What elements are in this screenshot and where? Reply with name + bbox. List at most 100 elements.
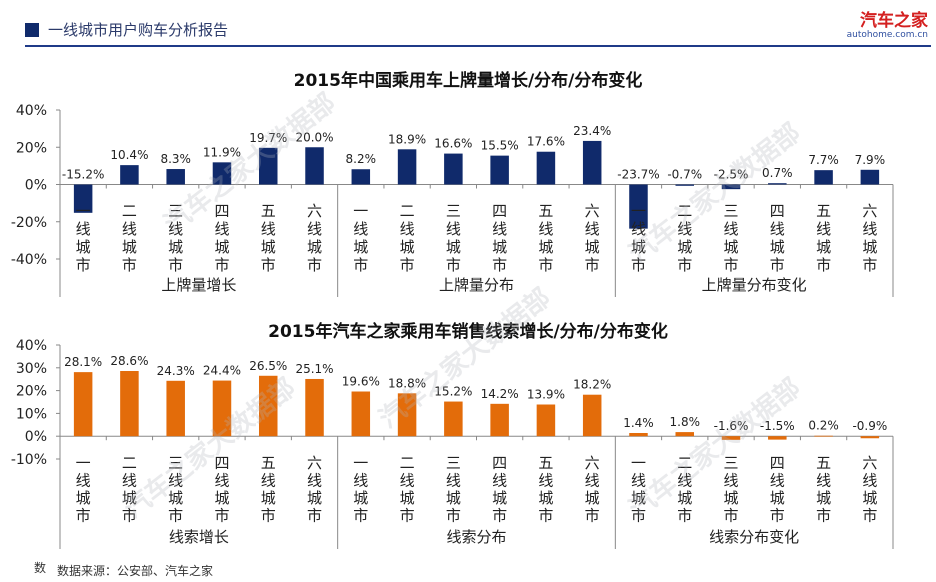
category-label: 二线城市	[677, 454, 692, 525]
bar	[768, 183, 787, 185]
report-title: 一线城市用户购车分析报告	[48, 21, 229, 39]
category-label: 三线城市	[168, 202, 183, 274]
category-label: 五线城市	[261, 202, 276, 274]
bar	[444, 153, 463, 185]
group-label: 线索分布	[446, 528, 506, 546]
bar-value-label: 14.2%	[481, 387, 519, 401]
bar	[212, 380, 232, 437]
category-label: 四线城市	[770, 454, 785, 525]
bar	[351, 391, 371, 437]
bar	[768, 436, 787, 440]
bar-value-label: 11.9%	[203, 145, 241, 159]
y-tick-label: 30%	[16, 361, 47, 377]
bar	[212, 162, 232, 185]
y-tick-label: -20%	[11, 215, 47, 231]
bar	[305, 147, 324, 185]
bar	[73, 372, 93, 437]
category-label: 二线城市	[122, 454, 137, 525]
y-tick-label: 20%	[16, 384, 47, 400]
category-label: 一线城市	[631, 202, 646, 274]
bar-value-label: 8.3%	[160, 152, 191, 166]
bar-value-label: 15.2%	[434, 385, 472, 399]
data-source: 数据来源：公安部、汽车之家	[57, 564, 214, 578]
bar	[397, 149, 417, 185]
bar	[258, 147, 278, 185]
category-label: 四线城市	[770, 202, 785, 274]
bar-value-label: -0.7%	[667, 168, 702, 182]
bar	[721, 184, 741, 190]
bar	[675, 184, 695, 186]
category-label: 五线城市	[261, 454, 276, 525]
bar-value-label: 19.7%	[249, 131, 287, 145]
y-tick-label: 0%	[25, 178, 47, 194]
bar-value-label: 7.7%	[808, 153, 839, 167]
bar-value-label: -1.5%	[760, 419, 795, 433]
bar	[536, 404, 556, 437]
bar	[629, 433, 648, 437]
y-tick-label: 0%	[25, 429, 47, 445]
y-tick-label: -40%	[11, 252, 47, 268]
category-label: 六线城市	[307, 454, 322, 525]
brand-url: autohome.com.cn	[846, 30, 928, 40]
bar-value-label: 25.1%	[295, 362, 333, 376]
header-marker	[25, 23, 39, 37]
bar-value-label: 24.4%	[203, 364, 241, 378]
bar	[860, 169, 880, 185]
bar	[258, 375, 278, 437]
category-label: 三线城市	[168, 454, 183, 525]
bar	[351, 169, 371, 185]
group-label: 上牌量分布	[439, 276, 514, 294]
y-tick-label: 20%	[16, 140, 47, 156]
bar-value-label: 23.4%	[573, 124, 611, 138]
bar-value-label: 15.5%	[481, 139, 519, 153]
category-label: 三线城市	[724, 454, 739, 525]
group-label: 上牌量增长	[161, 276, 236, 294]
chart-2-title: 2015年汽车之家乘用车销售线索增长/分布/分布变化	[268, 322, 668, 342]
category-label: 一线城市	[631, 454, 646, 525]
bar-value-label: -15.2%	[62, 168, 104, 182]
bar	[490, 155, 509, 185]
bar-value-label: 28.6%	[110, 354, 148, 368]
bar-value-label: 17.6%	[527, 135, 565, 149]
y-tick-label: 10%	[16, 406, 47, 422]
bar-value-label: 0.7%	[762, 166, 793, 180]
category-label: 三线城市	[446, 202, 461, 274]
bar-value-label: 0.2%	[808, 419, 839, 433]
bar	[536, 151, 556, 185]
category-label: 一线城市	[353, 202, 368, 274]
category-label: 四线城市	[492, 454, 507, 525]
brand-name: 汽车之家	[860, 11, 928, 31]
bar	[814, 170, 833, 185]
category-label: 五线城市	[538, 202, 553, 274]
y-tick-label: 40%	[16, 338, 47, 354]
bar-value-label: 18.9%	[388, 132, 426, 146]
bar-value-label: 1.8%	[670, 415, 701, 429]
category-label: 五线城市	[538, 454, 553, 525]
category-label: 四线城市	[214, 454, 229, 525]
category-label: 二线城市	[400, 202, 415, 274]
bar	[305, 378, 324, 437]
category-label: 二线城市	[677, 202, 692, 274]
y-tick-label: 40%	[16, 103, 47, 119]
bar-value-label: 7.9%	[855, 153, 886, 167]
bar-value-label: 20.0%	[295, 130, 333, 144]
bar	[73, 184, 93, 213]
bar-value-label: 24.3%	[157, 364, 195, 378]
category-label: 一线城市	[76, 454, 91, 525]
category-label: 五线城市	[816, 202, 831, 274]
category-label: 一线城市	[353, 454, 368, 525]
bar-value-label: 10.4%	[110, 148, 148, 162]
bar-value-label: -2.5%	[714, 168, 749, 182]
category-label: 三线城市	[446, 454, 461, 525]
bar	[721, 436, 741, 440]
bar-value-label: -0.9%	[852, 419, 887, 433]
bar-value-label: 8.2%	[346, 152, 377, 166]
group-label: 线索分布变化	[709, 528, 799, 546]
watermark-text: 汽车之家大数据部	[373, 282, 556, 434]
brand-logo: 汽车之家 autohome.com.cn	[847, 12, 928, 40]
bar-value-label: 18.2%	[573, 378, 611, 392]
group-label: 线索增长	[169, 528, 229, 546]
bar	[120, 370, 139, 437]
bar-value-label: 1.4%	[623, 416, 654, 430]
